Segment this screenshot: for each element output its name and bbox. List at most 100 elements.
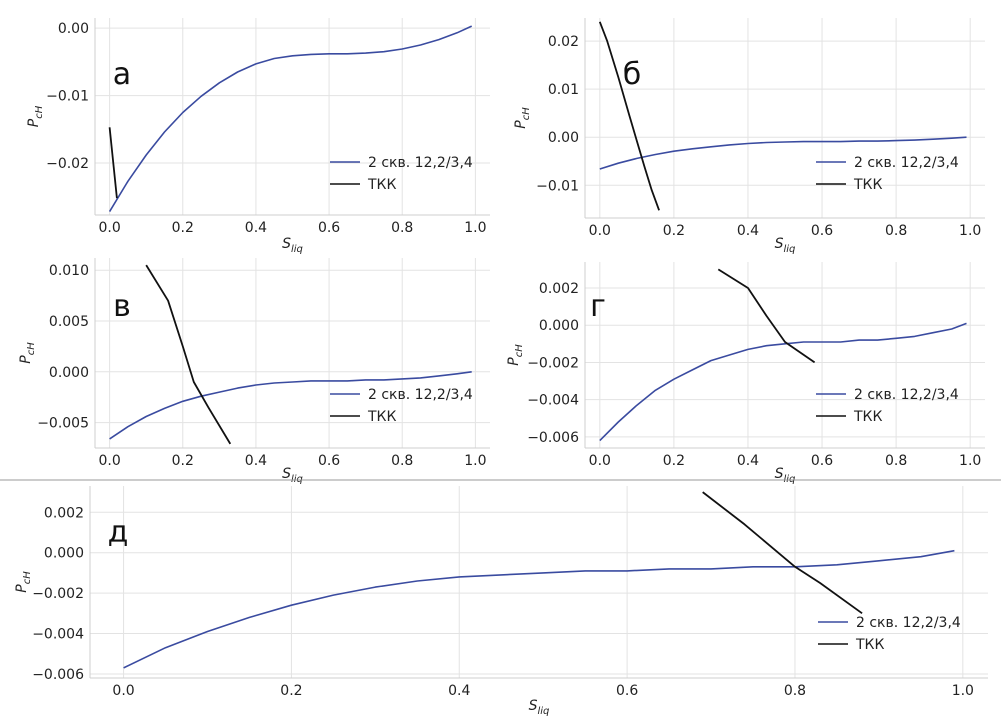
- x-tick-label: 0.6: [318, 220, 340, 236]
- legend-label-2: ТКК: [367, 409, 396, 425]
- y-tick-label: −0.004: [527, 393, 579, 409]
- chart-panel-4: 0.0 0.2 0.4 0.6 0.8 1.0 0.002 0.000 −0.002 −0.004…: [506, 262, 985, 485]
- legend-label-1: 2 скв. 12,2/3,4: [854, 387, 959, 403]
- x-axis-label-main: S: [282, 466, 291, 482]
- x-tick-label: 0.0: [112, 683, 134, 699]
- legend-label-2: ТКК: [855, 637, 884, 653]
- x-axis-label-sub: liq: [537, 706, 549, 717]
- series-line-2: [717, 268, 816, 364]
- x-tick-label: 0.2: [663, 223, 685, 239]
- y-axis-label-sub: cH: [514, 344, 525, 357]
- chart-panel-1: 0.0 0.2 0.4 0.6 0.8 1.0 0.00 −0.01 −0.02 Sliq PcH а…: [26, 18, 490, 255]
- x-tick-label: 0.2: [663, 453, 685, 469]
- x-tick-label: 0.6: [811, 453, 833, 469]
- x-tick-label: 0.8: [391, 453, 413, 469]
- y-tick-label: 0.000: [539, 318, 579, 334]
- y-tick-label: 0.00: [58, 21, 89, 37]
- series-line-2: [108, 127, 118, 199]
- x-tick-label: 0.6: [616, 683, 638, 699]
- x-axis-label: Sliq: [775, 466, 796, 485]
- x-tick-label: 0.4: [737, 453, 759, 469]
- y-axis-label-main: P: [26, 118, 42, 127]
- y-tick-label: −0.005: [37, 416, 89, 432]
- x-axis-label: Sliq: [775, 236, 796, 255]
- y-axis-label-sub: cH: [521, 107, 532, 120]
- panel-letter: б: [623, 57, 642, 92]
- series-line-1: [599, 136, 967, 170]
- series-line-1: [123, 549, 955, 669]
- x-tick-label: 0.2: [280, 683, 302, 699]
- x-axis-label-main: S: [282, 236, 291, 252]
- series-line-2: [598, 21, 660, 211]
- legend-label-1: 2 скв. 12,2/3,4: [368, 155, 473, 171]
- series-line-1: [108, 25, 473, 213]
- x-tick-label: 0.0: [98, 220, 120, 236]
- x-axis-label-main: S: [529, 698, 538, 714]
- y-tick-label: −0.006: [527, 430, 579, 446]
- y-tick-label: −0.004: [32, 627, 84, 643]
- x-tick-label: 0.4: [245, 453, 267, 469]
- chart-panel-2: 0.0 0.2 0.4 0.6 0.8 1.0 0.02 0.01 0.00 −0.01 Sliq P…: [513, 18, 985, 255]
- x-tick-label: 0.6: [318, 453, 340, 469]
- y-tick-label: 0.02: [548, 34, 579, 50]
- y-tick-label: −0.002: [32, 586, 84, 602]
- y-axis-label-main: P: [506, 357, 522, 366]
- x-tick-label: 0.0: [589, 453, 611, 469]
- x-tick-label: 0.8: [391, 220, 413, 236]
- y-axis-label-sub: cH: [34, 105, 45, 118]
- x-axis-label-main: S: [775, 236, 784, 252]
- x-axis-label-sub: liq: [783, 244, 795, 255]
- x-tick-label: 1.0: [464, 220, 486, 236]
- x-axis-label-sub: liq: [291, 244, 303, 255]
- x-tick-label: 0.2: [172, 220, 194, 236]
- x-tick-label: 0.8: [885, 223, 907, 239]
- y-tick-label: 0.01: [548, 82, 579, 98]
- legend-label-1: 2 скв. 12,2/3,4: [368, 387, 473, 403]
- x-axis-label: Sliq: [529, 698, 550, 717]
- x-axis-label-main: S: [775, 466, 784, 482]
- x-axis-label: Sliq: [282, 236, 303, 255]
- y-axis-label: PcH: [513, 107, 532, 129]
- y-tick-label: 0.00: [548, 130, 579, 146]
- y-tick-label: −0.01: [46, 89, 89, 105]
- y-tick-label: 0.000: [44, 546, 84, 562]
- x-tick-label: 0.2: [172, 453, 194, 469]
- panel-letter: в: [113, 289, 131, 324]
- y-axis-label-sub: cH: [26, 342, 37, 355]
- y-tick-label: 0.005: [49, 314, 89, 330]
- y-axis-label-main: P: [14, 584, 30, 593]
- panel-letter: д: [108, 515, 129, 550]
- x-axis-label: Sliq: [282, 466, 303, 485]
- y-tick-label: 0.010: [49, 263, 89, 279]
- series-line-2: [145, 264, 232, 445]
- series-line-2: [702, 491, 863, 615]
- x-tick-label: 0.4: [448, 683, 470, 699]
- y-axis-label-main: P: [513, 120, 529, 129]
- chart-panel-5: 0.0 0.2 0.4 0.6 0.8 1.0 0.002 0.000 −0.002 −0.004…: [14, 486, 988, 717]
- legend-label-2: ТКК: [853, 409, 882, 425]
- x-tick-label: 1.0: [952, 683, 974, 699]
- x-tick-label: 0.4: [737, 223, 759, 239]
- series-line-1: [599, 322, 967, 442]
- y-tick-label: −0.02: [46, 156, 89, 172]
- y-tick-label: −0.002: [527, 355, 579, 371]
- y-tick-label: 0.002: [44, 505, 84, 521]
- y-axis-label-main: P: [18, 355, 34, 364]
- panel-letter: г: [590, 289, 606, 324]
- series-line-1: [109, 371, 472, 440]
- x-tick-label: 0.8: [784, 683, 806, 699]
- panel-letter: а: [113, 57, 131, 92]
- x-tick-label: 1.0: [959, 223, 981, 239]
- y-axis-label: PcH: [26, 105, 45, 127]
- legend-label-2: ТКК: [367, 177, 396, 193]
- legend-label-1: 2 скв. 12,2/3,4: [854, 155, 959, 171]
- x-tick-label: 0.0: [589, 223, 611, 239]
- y-axis-label: PcH: [506, 344, 525, 366]
- y-tick-label: 0.002: [539, 281, 579, 297]
- y-tick-label: −0.01: [536, 178, 579, 194]
- legend-label-1: 2 скв. 12,2/3,4: [856, 615, 961, 631]
- x-tick-label: 1.0: [464, 453, 486, 469]
- x-tick-label: 0.6: [811, 223, 833, 239]
- y-axis-label: PcH: [18, 342, 37, 364]
